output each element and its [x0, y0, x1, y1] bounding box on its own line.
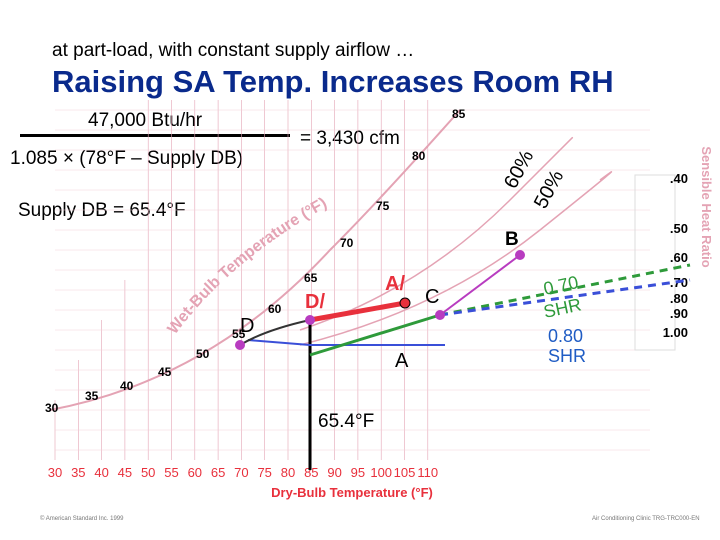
footer-left: © American Standard Inc. 1999	[40, 516, 124, 522]
process-line-red	[309, 300, 406, 323]
x-tick-label: 60	[188, 465, 202, 480]
saturation-curve	[49, 109, 461, 411]
label-D-prime: D/	[305, 291, 325, 313]
x-tick-label: 45	[118, 465, 132, 480]
wetbulb-tick-label: 80	[412, 149, 426, 163]
chart-grid	[54, 100, 650, 460]
x-tick-label: 95	[351, 465, 365, 480]
x-axis-title: Dry-Bulb Temperature (°F)	[271, 485, 433, 500]
equation-denominator: 1.085 × (78°F – Supply DB)	[10, 148, 244, 169]
shr-080-unit: SHR	[548, 346, 586, 366]
shr-scale-box	[634, 174, 676, 351]
label-A: A	[395, 350, 409, 372]
supply-temp-label: 65.4°F	[318, 411, 374, 432]
x-tick-label: 110	[417, 465, 438, 480]
shr-tick-label: 1.00	[663, 325, 688, 340]
x-tick-label: 90	[327, 465, 341, 480]
label-C: C	[425, 286, 439, 308]
shr-tick-label: .90	[670, 306, 688, 321]
rh-curve-60	[299, 136, 574, 331]
x-tick-label: 105	[394, 465, 416, 480]
label-B: B	[505, 229, 519, 250]
point-D-prime	[305, 315, 315, 325]
footer-right: Air Conditioning Clinic TRG-TRC000-EN	[592, 516, 700, 522]
x-tick-label: 100	[370, 465, 392, 480]
label-A-prime: A/	[385, 273, 405, 295]
label-D: D	[240, 315, 254, 337]
shr-tick-label: .40	[670, 171, 688, 186]
x-axis-ticks: 30 35 40 45 50 55 60 65 70 75 80 85 90 95 100 105 110	[48, 465, 438, 480]
x-tick-label: 35	[71, 465, 85, 480]
wetbulb-tick-label: 55	[232, 327, 246, 341]
slide-title: Raising SA Temp. Increases Room RH	[52, 64, 614, 99]
wetbulb-ticks: 30 35 40 45 50 55 60 65 70 75 80 85	[45, 107, 466, 415]
rh-label-60: 60%	[500, 146, 538, 192]
x-tick-label: 50	[141, 465, 155, 480]
supply-db-label: Supply DB = 65.4°F	[18, 200, 186, 221]
shr-tick-label: .50	[670, 221, 688, 236]
shr-tick-label: .60	[670, 250, 688, 265]
wetbulb-tick-label: 40	[120, 379, 134, 393]
shr-080-line	[439, 278, 691, 317]
shr-080-number: 0.80	[548, 326, 583, 346]
process-line-dark	[239, 319, 311, 346]
wetbulb-tick-label: 35	[85, 389, 99, 403]
x-tick-label: 80	[281, 465, 295, 480]
shr-tick-label: .80	[670, 291, 688, 306]
shr-070-unit: SHR	[542, 294, 583, 321]
x-tick-label: 40	[94, 465, 108, 480]
x-tick-label: 85	[304, 465, 318, 480]
point-B	[515, 250, 525, 260]
wetbulb-tick-label: 45	[158, 365, 172, 379]
wetbulb-tick-label: 30	[45, 401, 59, 415]
x-tick-label: 30	[48, 465, 62, 480]
x-tick-label: 65	[211, 465, 225, 480]
wetbulb-tick-label: 60	[268, 302, 282, 316]
point-C-A	[435, 310, 445, 320]
wetbulb-tick-label: 70	[340, 236, 354, 250]
wetbulb-tick-label: 75	[376, 199, 390, 213]
rh-curve-50	[299, 171, 613, 346]
wetbulb-tick-label: 65	[304, 271, 318, 285]
slide-subtitle: at part-load, with constant supply airfl…	[52, 40, 415, 61]
equation-numerator: 47,000 Btu/hr	[88, 110, 203, 131]
x-tick-label: 55	[164, 465, 178, 480]
fraction-bar	[20, 134, 290, 137]
shr-070-line	[439, 263, 691, 317]
process-line-purple	[439, 254, 521, 316]
shr-axis-title: Sensible Heat Ratio	[699, 146, 714, 267]
point-D	[235, 340, 245, 350]
shr-ticks: .40.50.60.70.80.901.00	[663, 171, 688, 340]
equation-result: = 3,430 cfm	[300, 128, 400, 149]
point-A-prime	[399, 297, 411, 309]
process-line-green	[309, 313, 441, 357]
wetbulb-tick-label: 50	[196, 347, 210, 361]
wetbulb-tick-label: 85	[452, 107, 466, 121]
x-tick-label: 70	[234, 465, 248, 480]
x-tick-label: 75	[257, 465, 271, 480]
